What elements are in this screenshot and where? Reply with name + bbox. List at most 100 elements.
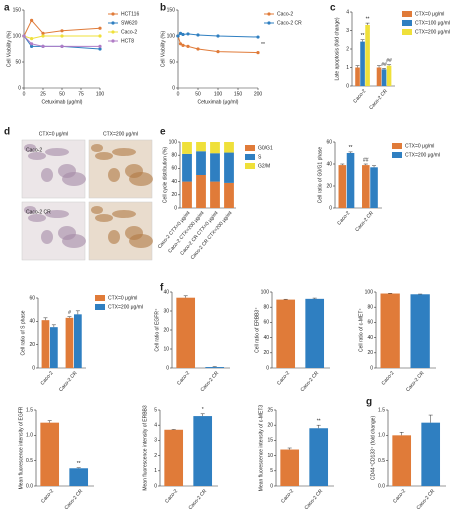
tissue xyxy=(129,234,153,248)
error-bar xyxy=(183,295,188,298)
tissue xyxy=(62,234,86,248)
y-tick-label: 5 xyxy=(154,407,157,413)
y-tick-label: 0 xyxy=(370,365,373,371)
panel-label: d xyxy=(4,127,10,138)
error-bar xyxy=(340,163,345,166)
bar xyxy=(176,297,196,368)
y-tick-label: 100 xyxy=(169,139,178,145)
point xyxy=(256,35,260,39)
y-tick-label: 1.0 xyxy=(26,433,33,439)
point xyxy=(178,42,183,46)
x-tick-label: Caco-2 xyxy=(352,88,367,104)
bar xyxy=(276,299,296,368)
legend-label: S xyxy=(258,154,262,160)
legend-marker xyxy=(111,12,115,16)
bar xyxy=(410,294,430,368)
point xyxy=(41,31,45,35)
annotation: ## xyxy=(381,62,387,68)
tissue xyxy=(41,230,53,244)
x-tick-label: Caco-2 CR xyxy=(405,370,426,393)
error-bar xyxy=(47,420,52,423)
legend-label: CTX=0 μg/ml xyxy=(108,295,137,301)
point xyxy=(181,32,185,37)
error-bar xyxy=(312,297,317,299)
y-tick-label: 20 xyxy=(326,183,332,189)
bar xyxy=(309,428,329,486)
error-bar xyxy=(355,65,360,68)
x-tick-label: Caco-2 CR xyxy=(416,488,437,511)
legend-label: Caco-2 xyxy=(121,29,137,35)
error-bar xyxy=(75,310,80,315)
y-tick-label: 60 xyxy=(326,139,332,145)
error-bar xyxy=(399,432,404,436)
bar xyxy=(164,429,184,486)
point xyxy=(178,31,183,35)
legend-label: CTX=200 μg/ml xyxy=(415,29,450,35)
y-tick-label: 0 xyxy=(174,205,177,211)
tissue xyxy=(95,152,113,160)
y-axis-label: Mean fluorescence intensity of c-MET3 xyxy=(258,405,264,492)
y-tick-label: 100 xyxy=(167,33,176,39)
point xyxy=(98,44,102,49)
bar-segment xyxy=(182,153,192,182)
bar xyxy=(74,314,82,368)
annotation: ## xyxy=(386,58,392,64)
tissue xyxy=(45,148,69,156)
bar-segment xyxy=(182,181,192,208)
legend-label: CTX=0 μg/ml xyxy=(415,11,444,17)
y-tick-label: 0 xyxy=(270,483,273,489)
y-tick-label: 0.5 xyxy=(26,458,33,464)
tissue xyxy=(62,172,86,186)
y-tick-label: 150 xyxy=(167,7,176,13)
legend-swatch xyxy=(95,295,105,301)
legend-swatch xyxy=(402,20,412,26)
legend-marker xyxy=(111,39,115,43)
error-bar xyxy=(67,316,72,318)
y-tick-label: 50 xyxy=(15,59,21,65)
y-tick-label: 1.5 xyxy=(26,407,33,413)
y-tick-label: 0.5 xyxy=(378,458,385,464)
bar xyxy=(381,69,387,86)
y-axis-label: Cell ratio of S phase xyxy=(20,310,26,355)
y-tick-label: 150 xyxy=(13,7,22,13)
y-tick-label: 0 xyxy=(32,365,35,371)
tissue xyxy=(41,168,53,182)
col-label: CTX=200 μg/ml xyxy=(103,131,138,137)
bar xyxy=(338,165,347,208)
legend-swatch xyxy=(245,163,255,169)
y-tick-label: 60 xyxy=(263,320,269,326)
x-tick-label: 25 xyxy=(40,91,46,97)
point xyxy=(216,34,220,38)
x-tick-label: 150 xyxy=(234,91,243,97)
panel-label: f xyxy=(160,283,164,294)
x-tick-label: Caco-2 CR xyxy=(354,210,375,233)
bar-segment xyxy=(224,152,234,183)
bar-segment xyxy=(196,151,206,175)
annotation: ** xyxy=(261,42,265,48)
bar xyxy=(193,416,213,486)
point xyxy=(60,44,64,49)
bar xyxy=(392,435,412,486)
x-tick-label: Caco-2 CR xyxy=(64,488,85,511)
y-tick-label: 15 xyxy=(267,438,273,444)
annotation: ** xyxy=(317,419,321,425)
point xyxy=(30,18,34,22)
bar xyxy=(380,293,400,368)
legend-marker xyxy=(267,12,271,16)
bar xyxy=(69,468,89,486)
y-tick-label: 0 xyxy=(166,365,169,371)
legend-label: Caco-2 xyxy=(277,11,293,17)
legend-swatch xyxy=(95,304,105,310)
point xyxy=(98,47,102,51)
error-bar xyxy=(287,447,292,450)
tissue xyxy=(108,168,120,182)
y-tick-label: 0 xyxy=(346,83,349,89)
legend-swatch xyxy=(402,11,412,17)
point xyxy=(196,47,200,51)
error-bar xyxy=(363,163,368,166)
legend-label: HCT8 xyxy=(121,38,134,44)
x-tick-label: 50 xyxy=(195,91,201,97)
bar xyxy=(360,41,365,86)
error-bar xyxy=(76,467,81,469)
y-tick-label: 20 xyxy=(163,327,169,333)
